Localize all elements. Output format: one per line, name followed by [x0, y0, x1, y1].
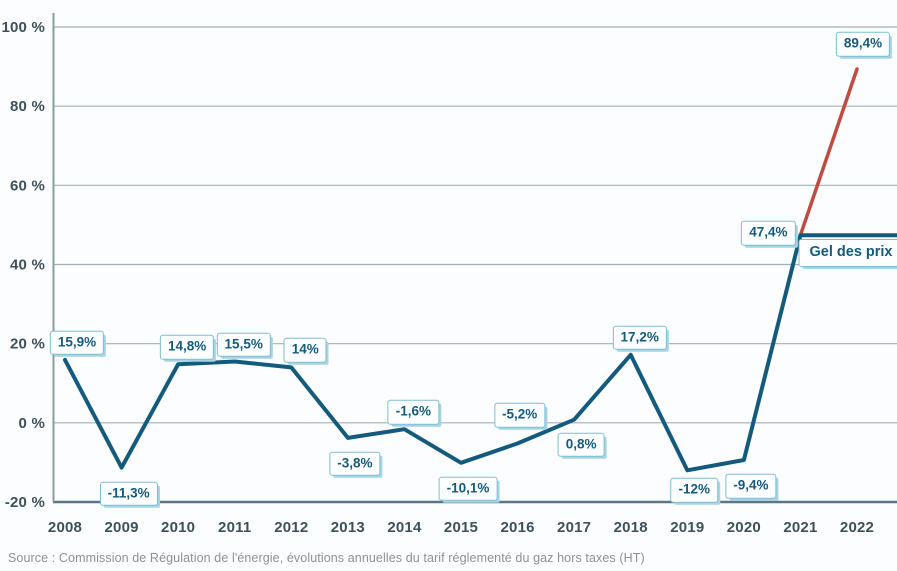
x-tick-label-2021: 2021: [783, 519, 817, 536]
y-tick-label: 100 %: [1, 19, 45, 36]
x-tick-label-2022: 2022: [840, 519, 874, 536]
x-tick-label-2009: 2009: [104, 519, 138, 536]
x-tick-label-2013: 2013: [331, 519, 365, 536]
y-tick-label: 0 %: [19, 415, 45, 432]
y-tick-label: 80 %: [10, 98, 45, 115]
x-tick-label-2015: 2015: [444, 519, 478, 536]
x-tick-label-2020: 2020: [727, 519, 761, 536]
line-chart: 100 % 80 % 60 % 40 % 20 % 0 % -20 %2008 2009 201…: [1, 13, 897, 536]
x-tick-label-2011: 2011: [218, 519, 251, 536]
no-freeze-projection-line: [798, 67, 859, 237]
y-tick-label: 60 %: [10, 177, 45, 194]
x-tick-label-2017: 2017: [557, 519, 591, 536]
x-tick-label-2016: 2016: [500, 519, 534, 536]
y-tick-label: 40 %: [10, 257, 45, 274]
x-tick-label-2018: 2018: [614, 519, 648, 536]
x-tick-label-2008: 2008: [48, 519, 82, 536]
x-tick-label-2019: 2019: [670, 519, 704, 536]
y-tick-label: -20 %: [5, 494, 45, 511]
tariff-evolution-line: [63, 233, 897, 473]
x-tick-label-2012: 2012: [274, 519, 308, 536]
x-tick-label-2014: 2014: [387, 519, 422, 536]
y-tick-label: 20 %: [10, 336, 45, 353]
source-note: Source : Commission de Régulation de l'é…: [8, 551, 645, 565]
x-tick-label-2010: 2010: [161, 519, 195, 536]
